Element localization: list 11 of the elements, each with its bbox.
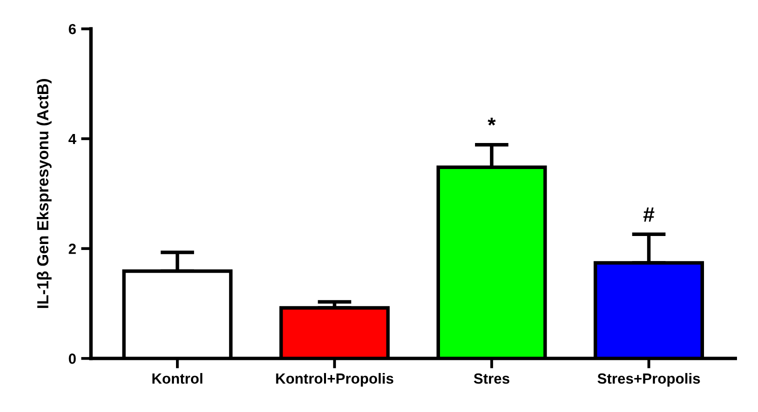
x-tick-label: Stres+Propolis bbox=[598, 373, 700, 387]
y-axis-title: IL-1β Gen Ekspresyonu (ActB) bbox=[36, 79, 52, 308]
x-tick-label: Kontrol+Propolis bbox=[276, 373, 394, 387]
y-tick-label: 4 bbox=[68, 134, 76, 144]
annotation: # bbox=[643, 207, 654, 222]
x-tick-label: Stres bbox=[474, 373, 510, 384]
y-tick-label: 0 bbox=[68, 354, 76, 364]
y-tick-label: 6 bbox=[68, 24, 76, 34]
y-tick-label: 2 bbox=[68, 244, 76, 254]
annotation: * bbox=[488, 118, 496, 126]
x-tick-label: Kontrol bbox=[152, 373, 202, 384]
